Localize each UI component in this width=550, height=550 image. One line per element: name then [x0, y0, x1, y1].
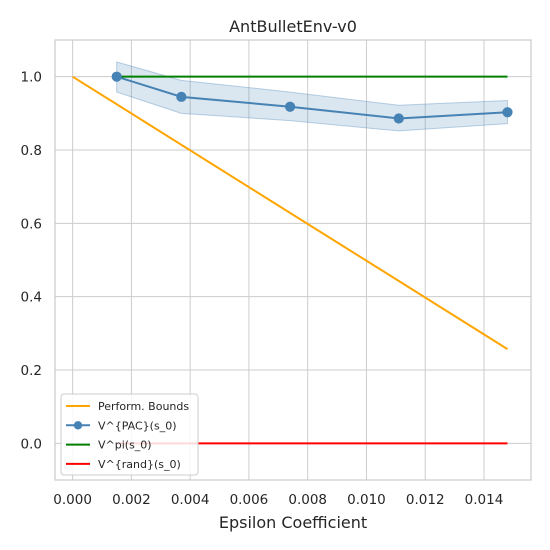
legend-label: V^pi(s_0) [98, 439, 152, 452]
legend-label: V^{PAC}(s_0) [98, 419, 177, 432]
x-tick-label: 0.004 [171, 492, 210, 508]
data-point [284, 101, 296, 112]
chart-title: AntBulletEnv-v0 [229, 17, 357, 36]
x-tick-labels: 0.000 0.002 0.004 0.006 0.008 0.010 0.012 0.014 [53, 492, 503, 508]
legend-frame [60, 393, 199, 476]
x-tick-label: 0.006 [230, 492, 269, 508]
x-tick-label: 0.014 [465, 492, 504, 508]
data-point [393, 113, 404, 124]
y-tick-label: 0.2 [21, 363, 42, 379]
legend-label: Perform. Bounds [98, 400, 189, 413]
y-tick-label: 0.0 [21, 436, 42, 452]
x-tick-label: 0.008 [288, 492, 327, 508]
x-axis-label: Epsilon Coefficient [219, 513, 367, 532]
legend: Perform. Bounds V^{PAC}(s_0) V^pi(s_0) V^{r… [60, 393, 199, 476]
x-tick-label: 0.002 [112, 492, 151, 508]
legend-items: Perform. Bounds V^{PAC}(s_0) V^pi(s_0) V^{r… [66, 400, 189, 471]
legend-marker [73, 421, 83, 430]
confidence-bands [116, 61, 508, 132]
series-line [72, 75, 509, 350]
y-tick-label: 1.0 [21, 70, 42, 86]
series-markers [111, 71, 513, 124]
x-tick-label: 0.000 [53, 492, 92, 508]
x-tick-label: 0.010 [347, 492, 386, 508]
data-point [111, 71, 122, 82]
confidence-band [116, 61, 508, 132]
y-tick-label: 0.4 [21, 290, 42, 306]
plot-frame [54, 39, 532, 481]
x-tick-label: 0.012 [406, 492, 445, 508]
legend-label: V^{rand}(s_0) [98, 458, 181, 471]
y-tick-labels: 0.0 0.2 0.4 0.6 0.8 1.0 [21, 70, 42, 453]
data-point [502, 107, 513, 118]
y-tick-label: 0.6 [21, 216, 42, 232]
y-tick-label: 0.8 [21, 143, 42, 159]
data-point [176, 91, 187, 102]
